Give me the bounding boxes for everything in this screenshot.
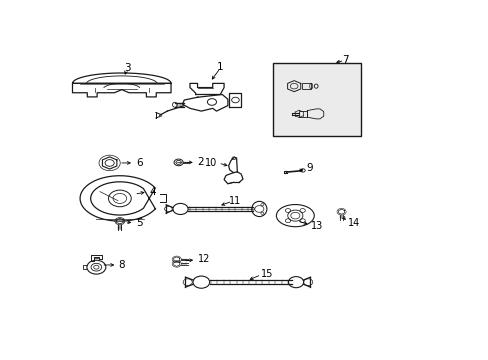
Text: 14: 14 (347, 219, 359, 228)
Bar (299, 111, 307, 117)
Text: 4: 4 (149, 186, 155, 197)
Text: 13: 13 (310, 221, 322, 231)
Text: 11: 11 (228, 195, 240, 206)
Text: 2: 2 (197, 157, 204, 167)
Text: 12: 12 (197, 255, 209, 264)
Text: 6: 6 (136, 158, 142, 168)
Text: 3: 3 (124, 63, 130, 73)
Text: 10: 10 (205, 158, 217, 168)
Text: 9: 9 (306, 163, 313, 174)
Text: 5: 5 (136, 218, 142, 228)
Bar (301, 84, 311, 89)
Text: 7: 7 (341, 55, 348, 65)
Text: 15: 15 (261, 269, 273, 279)
Bar (273, 63, 360, 136)
Text: 8: 8 (119, 260, 125, 270)
Text: 1: 1 (217, 62, 223, 72)
